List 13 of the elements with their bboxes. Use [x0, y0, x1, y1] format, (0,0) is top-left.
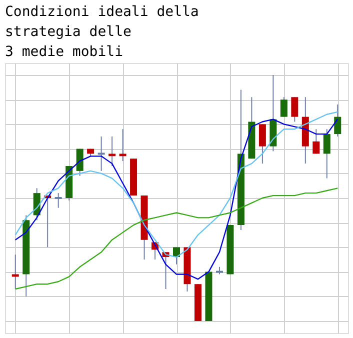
chart-title: Condizioni ideali della strategia delle 3 medie mobili — [5, 4, 199, 60]
candlestick — [119, 128, 126, 162]
candlestick — [76, 148, 84, 176]
candlestick — [258, 124, 266, 164]
candlestick — [291, 96, 298, 122]
candlestick — [334, 104, 342, 137]
candlestick — [280, 96, 288, 118]
candlestick — [54, 192, 62, 208]
candlestick — [108, 136, 116, 167]
candlestick — [312, 128, 320, 154]
candlestick — [173, 246, 180, 265]
candlestick — [323, 128, 330, 179]
candlestick — [98, 136, 105, 172]
